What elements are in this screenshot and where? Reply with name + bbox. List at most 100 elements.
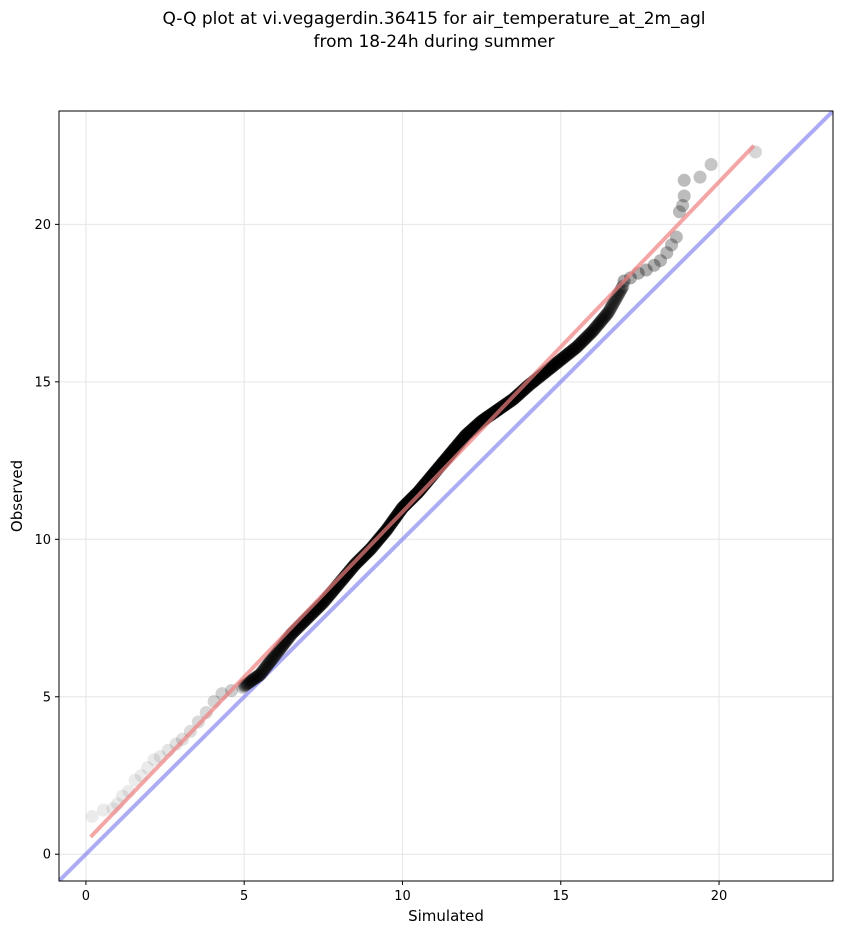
identity-line xyxy=(59,111,833,881)
data-point xyxy=(581,329,595,343)
data-point xyxy=(608,293,622,307)
data-point xyxy=(591,318,605,332)
data-point xyxy=(248,671,262,685)
data-point xyxy=(594,314,608,328)
x-axis-label: Simulated xyxy=(408,907,484,925)
data-point xyxy=(256,663,270,677)
data-point xyxy=(592,316,606,330)
data-point xyxy=(593,315,607,329)
data-point xyxy=(268,649,282,663)
fit-line xyxy=(89,144,756,839)
data-point xyxy=(561,347,575,361)
data-point xyxy=(242,676,256,690)
data-point xyxy=(261,657,275,671)
data-point xyxy=(349,556,363,570)
data-point xyxy=(575,335,589,349)
data-point xyxy=(559,348,573,362)
data-point xyxy=(577,332,591,346)
data-point xyxy=(247,672,261,686)
data-point xyxy=(270,646,284,660)
data-point xyxy=(540,364,554,378)
data-point xyxy=(243,675,257,689)
y-axis-label: Observed xyxy=(8,460,26,532)
data-point xyxy=(676,198,690,212)
y-tick-label: 10 xyxy=(34,533,51,548)
data-point xyxy=(653,254,667,268)
data-point xyxy=(241,676,255,690)
data-point xyxy=(512,387,526,401)
data-point xyxy=(250,670,264,684)
data-point xyxy=(141,761,155,775)
data-point xyxy=(555,352,569,366)
data-point xyxy=(570,340,584,354)
data-point xyxy=(582,328,596,342)
data-point xyxy=(347,559,361,573)
data-point xyxy=(589,320,603,334)
data-point xyxy=(568,341,582,355)
data-point xyxy=(556,351,570,365)
data-point xyxy=(576,333,590,347)
data-point xyxy=(239,677,253,691)
data-point xyxy=(566,343,580,357)
data-point xyxy=(355,551,369,565)
data-point xyxy=(262,656,276,670)
data-point xyxy=(271,644,285,658)
data-point xyxy=(511,388,525,402)
x-axis-ticks: 0 5 10 15 20 xyxy=(82,881,728,904)
data-point xyxy=(564,345,578,359)
data-point xyxy=(548,357,562,371)
data-point xyxy=(259,660,273,674)
data-point xyxy=(348,557,362,571)
data-point xyxy=(623,271,637,285)
data-point xyxy=(598,310,612,324)
data-point xyxy=(554,353,568,367)
data-point xyxy=(541,363,555,377)
x-tick-label: 20 xyxy=(711,889,728,904)
data-point xyxy=(354,552,368,566)
data-point xyxy=(647,258,661,272)
data-point xyxy=(147,753,161,767)
data-point xyxy=(550,355,564,369)
data-point xyxy=(254,666,268,680)
data-point xyxy=(557,350,571,364)
data-point xyxy=(244,674,258,688)
data-point xyxy=(255,665,269,679)
data-point xyxy=(258,662,272,676)
data-point xyxy=(509,390,523,404)
data-point xyxy=(660,246,674,260)
data-point xyxy=(260,659,274,673)
data-point xyxy=(96,803,110,817)
data-point xyxy=(704,158,718,172)
data-point xyxy=(585,324,599,338)
data-point xyxy=(350,555,364,569)
data-point xyxy=(602,304,616,318)
data-point xyxy=(562,346,576,360)
data-point xyxy=(546,359,560,373)
data-point xyxy=(128,773,142,787)
data-point xyxy=(345,562,359,576)
x-tick-label: 0 xyxy=(82,889,90,904)
data-point xyxy=(252,669,266,683)
data-point xyxy=(583,327,597,341)
data-point xyxy=(245,673,259,687)
data-point xyxy=(513,386,527,400)
chart-title-line1: Q-Q plot at vi.vegagerdin.36415 for air_… xyxy=(162,9,705,29)
data-point xyxy=(601,306,615,320)
data-point xyxy=(565,344,579,358)
data-point xyxy=(604,302,618,316)
data-point xyxy=(567,342,581,356)
data-point xyxy=(549,356,563,370)
data-point xyxy=(346,560,360,574)
chart-title-line2: from 18-24h during summer xyxy=(314,32,555,52)
data-point xyxy=(639,263,653,277)
y-tick-label: 5 xyxy=(43,690,51,705)
data-point xyxy=(353,553,367,567)
y-tick-label: 15 xyxy=(34,375,51,390)
data-point xyxy=(665,238,679,252)
data-point xyxy=(545,360,559,374)
data-point xyxy=(572,338,586,352)
data-point xyxy=(544,361,558,375)
data-point xyxy=(547,358,561,372)
data-point xyxy=(584,326,598,340)
data-point xyxy=(246,672,260,686)
